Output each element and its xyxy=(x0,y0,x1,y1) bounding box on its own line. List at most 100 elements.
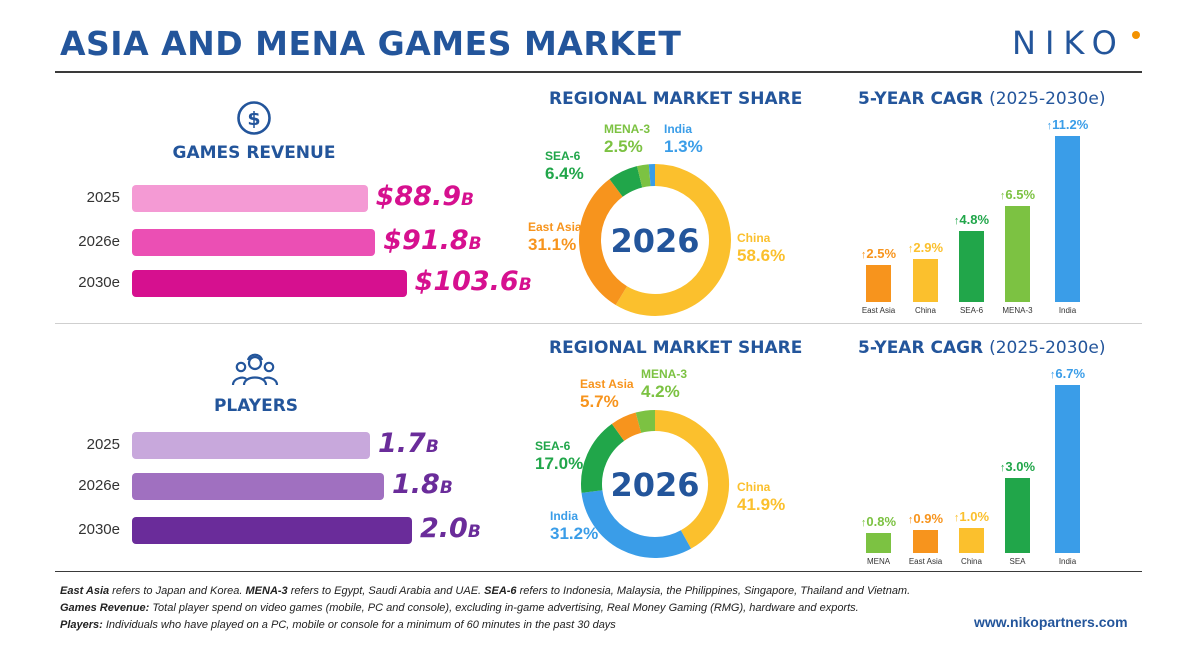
bar-year-label: 2030e xyxy=(78,521,120,538)
cagr-category-label: SEA xyxy=(1009,557,1026,566)
footnote-regions: East Asia refers to Japan and Korea. MEN… xyxy=(60,585,910,597)
donut-slice-value: 1.3% xyxy=(664,136,703,156)
cagr-heading-top: 5-YEAR CAGR (2025-2030e) xyxy=(858,89,1105,109)
cagr-value-text: 6.7% xyxy=(1055,366,1086,381)
donut-slice-value: 31.2% xyxy=(550,523,599,543)
donut-slice-value: 31.1% xyxy=(528,234,577,254)
donut-slice-label: MENA-3 4.2% xyxy=(641,367,688,401)
cagr-value-text: 0.8% xyxy=(866,513,897,529)
donut-slice-name: SEA-6 xyxy=(535,439,571,453)
donut-slice xyxy=(635,410,656,433)
donut-slice-label: SEA-6 17.0% xyxy=(535,439,584,473)
donut-slice-name: China xyxy=(737,480,771,494)
bar-year-label: 2030e xyxy=(78,274,120,291)
cagr-value-label: ↑3.0% xyxy=(983,459,1053,474)
website-link[interactable]: www.nikopartners.com xyxy=(974,614,1128,630)
donut-slice-label: China 58.6% xyxy=(737,231,785,265)
bar-value-unit: B xyxy=(425,437,439,457)
cagr-category-label: China xyxy=(961,557,982,566)
arrow-up-icon: ↑ xyxy=(999,461,1006,474)
donut-slice-name: MENA-3 xyxy=(641,367,688,381)
cagr-bar xyxy=(913,259,938,302)
cagr-category-label: MENA-3 xyxy=(1002,306,1033,315)
arrow-up-icon: ↑ xyxy=(860,248,867,261)
bar-value-label: 1.7B xyxy=(378,428,439,459)
donut-slice-name: East Asia xyxy=(580,377,634,391)
donut-slice-name: India xyxy=(550,509,579,523)
cagr-category-label: SEA-6 xyxy=(959,306,984,315)
cagr-value-text: 11.2% xyxy=(1052,117,1089,132)
cagr-heading-top-main: 5-YEAR CAGR xyxy=(858,89,984,109)
arrow-up-icon: ↑ xyxy=(1049,369,1056,381)
donut-slice-name: SEA-6 xyxy=(545,149,581,163)
cagr-bar xyxy=(1005,477,1030,553)
donut-slice-name: China xyxy=(737,231,771,245)
arrow-up-icon: ↑ xyxy=(953,511,960,524)
revenue-heading: GAMES REVENUE xyxy=(172,143,336,163)
bar-year-label: 2025 xyxy=(86,436,120,453)
players-icon xyxy=(231,352,279,395)
donut-slice-label: East Asia 31.1% xyxy=(528,220,582,254)
donut-slice-value: 5.7% xyxy=(580,391,619,411)
cagr-bar xyxy=(959,527,984,553)
donut-slice-label: China 41.9% xyxy=(737,480,786,514)
bar-value-unit: B xyxy=(468,234,482,254)
donut-slice-label: India 1.3% xyxy=(664,122,703,156)
cagr-value-text: 3.0% xyxy=(1005,458,1036,474)
cagr-value-label: ↑6.7% xyxy=(1033,366,1103,381)
donut-slice-label: East Asia 5.7% xyxy=(580,377,634,411)
cagr-value-text: 0.9% xyxy=(913,511,944,527)
footnote-players: Players: Individuals who have played on … xyxy=(60,619,616,631)
footnote-term: MENA-3 xyxy=(245,585,288,597)
donut-slice-label: SEA-6 6.4% xyxy=(545,149,584,183)
bar-value-label: 1.8B xyxy=(392,469,453,500)
footnote-text: refers to Egypt, Saudi Arabia and UAE. xyxy=(287,585,485,597)
bar-year-label: 2025 xyxy=(86,189,120,206)
cagr-value-label: ↑2.5% xyxy=(844,246,914,261)
dollar-icon: $ xyxy=(236,100,272,141)
brand-logo: NIKO xyxy=(1012,24,1126,62)
bar xyxy=(132,432,370,459)
footnote-term: East Asia xyxy=(60,585,110,597)
donut-center-label: 2026 xyxy=(610,466,699,504)
footnote-text: refers to Indonesia, Malaysia, the Phili… xyxy=(516,585,911,597)
donut-slice-name: East Asia xyxy=(528,220,582,234)
arrow-up-icon: ↑ xyxy=(860,516,867,529)
cagr-bar xyxy=(866,532,891,553)
cagr-value-label: ↑1.0% xyxy=(937,509,1007,524)
cagr-value-label: ↑6.5% xyxy=(983,187,1053,202)
cagr-value-label: ↑2.9% xyxy=(891,240,961,255)
donut-slice-value: 17.0% xyxy=(535,453,584,473)
bar-value-unit: B xyxy=(467,522,481,542)
bar-value-unit: B xyxy=(518,275,532,295)
donut-slice-value: 2.5% xyxy=(604,136,643,156)
arrow-up-icon: ↑ xyxy=(1046,120,1053,132)
cagr-bar xyxy=(1055,136,1080,302)
bar xyxy=(132,185,368,212)
donut-slice-value: 4.2% xyxy=(641,381,680,401)
donut-slice-value: 41.9% xyxy=(737,494,786,514)
bar-value-label: $103.6B xyxy=(414,266,532,297)
cagr-bar xyxy=(1005,205,1030,302)
donut-slice-value: 6.4% xyxy=(545,163,584,183)
donut-chart-revenue: 2026 xyxy=(579,164,731,316)
bar-year-label: 2026e xyxy=(78,233,120,250)
players-heading: PLAYERS xyxy=(213,396,299,416)
cagr-category-label: India xyxy=(1058,557,1077,566)
donut-slice xyxy=(654,410,729,549)
cagr-value-label: ↑0.9% xyxy=(891,511,961,526)
cagr-bar xyxy=(913,530,938,553)
cagr-heading-bottom-sub: (2025-2030e) xyxy=(989,338,1106,358)
bar-value-unit: B xyxy=(439,478,453,498)
bar-value-unit: B xyxy=(460,190,474,210)
cagr-bar xyxy=(866,264,891,302)
section-divider xyxy=(55,323,1142,324)
cagr-category-label: India xyxy=(1058,306,1077,315)
arrow-up-icon: ↑ xyxy=(907,243,914,256)
footnote-term: SEA-6 xyxy=(484,585,517,597)
cagr-bar xyxy=(959,230,984,302)
donut-slice-name: MENA-3 xyxy=(604,122,651,136)
arrow-up-icon: ↑ xyxy=(907,514,914,527)
donut-slice xyxy=(615,164,731,316)
cagr-value-label: ↑0.8% xyxy=(844,514,914,529)
